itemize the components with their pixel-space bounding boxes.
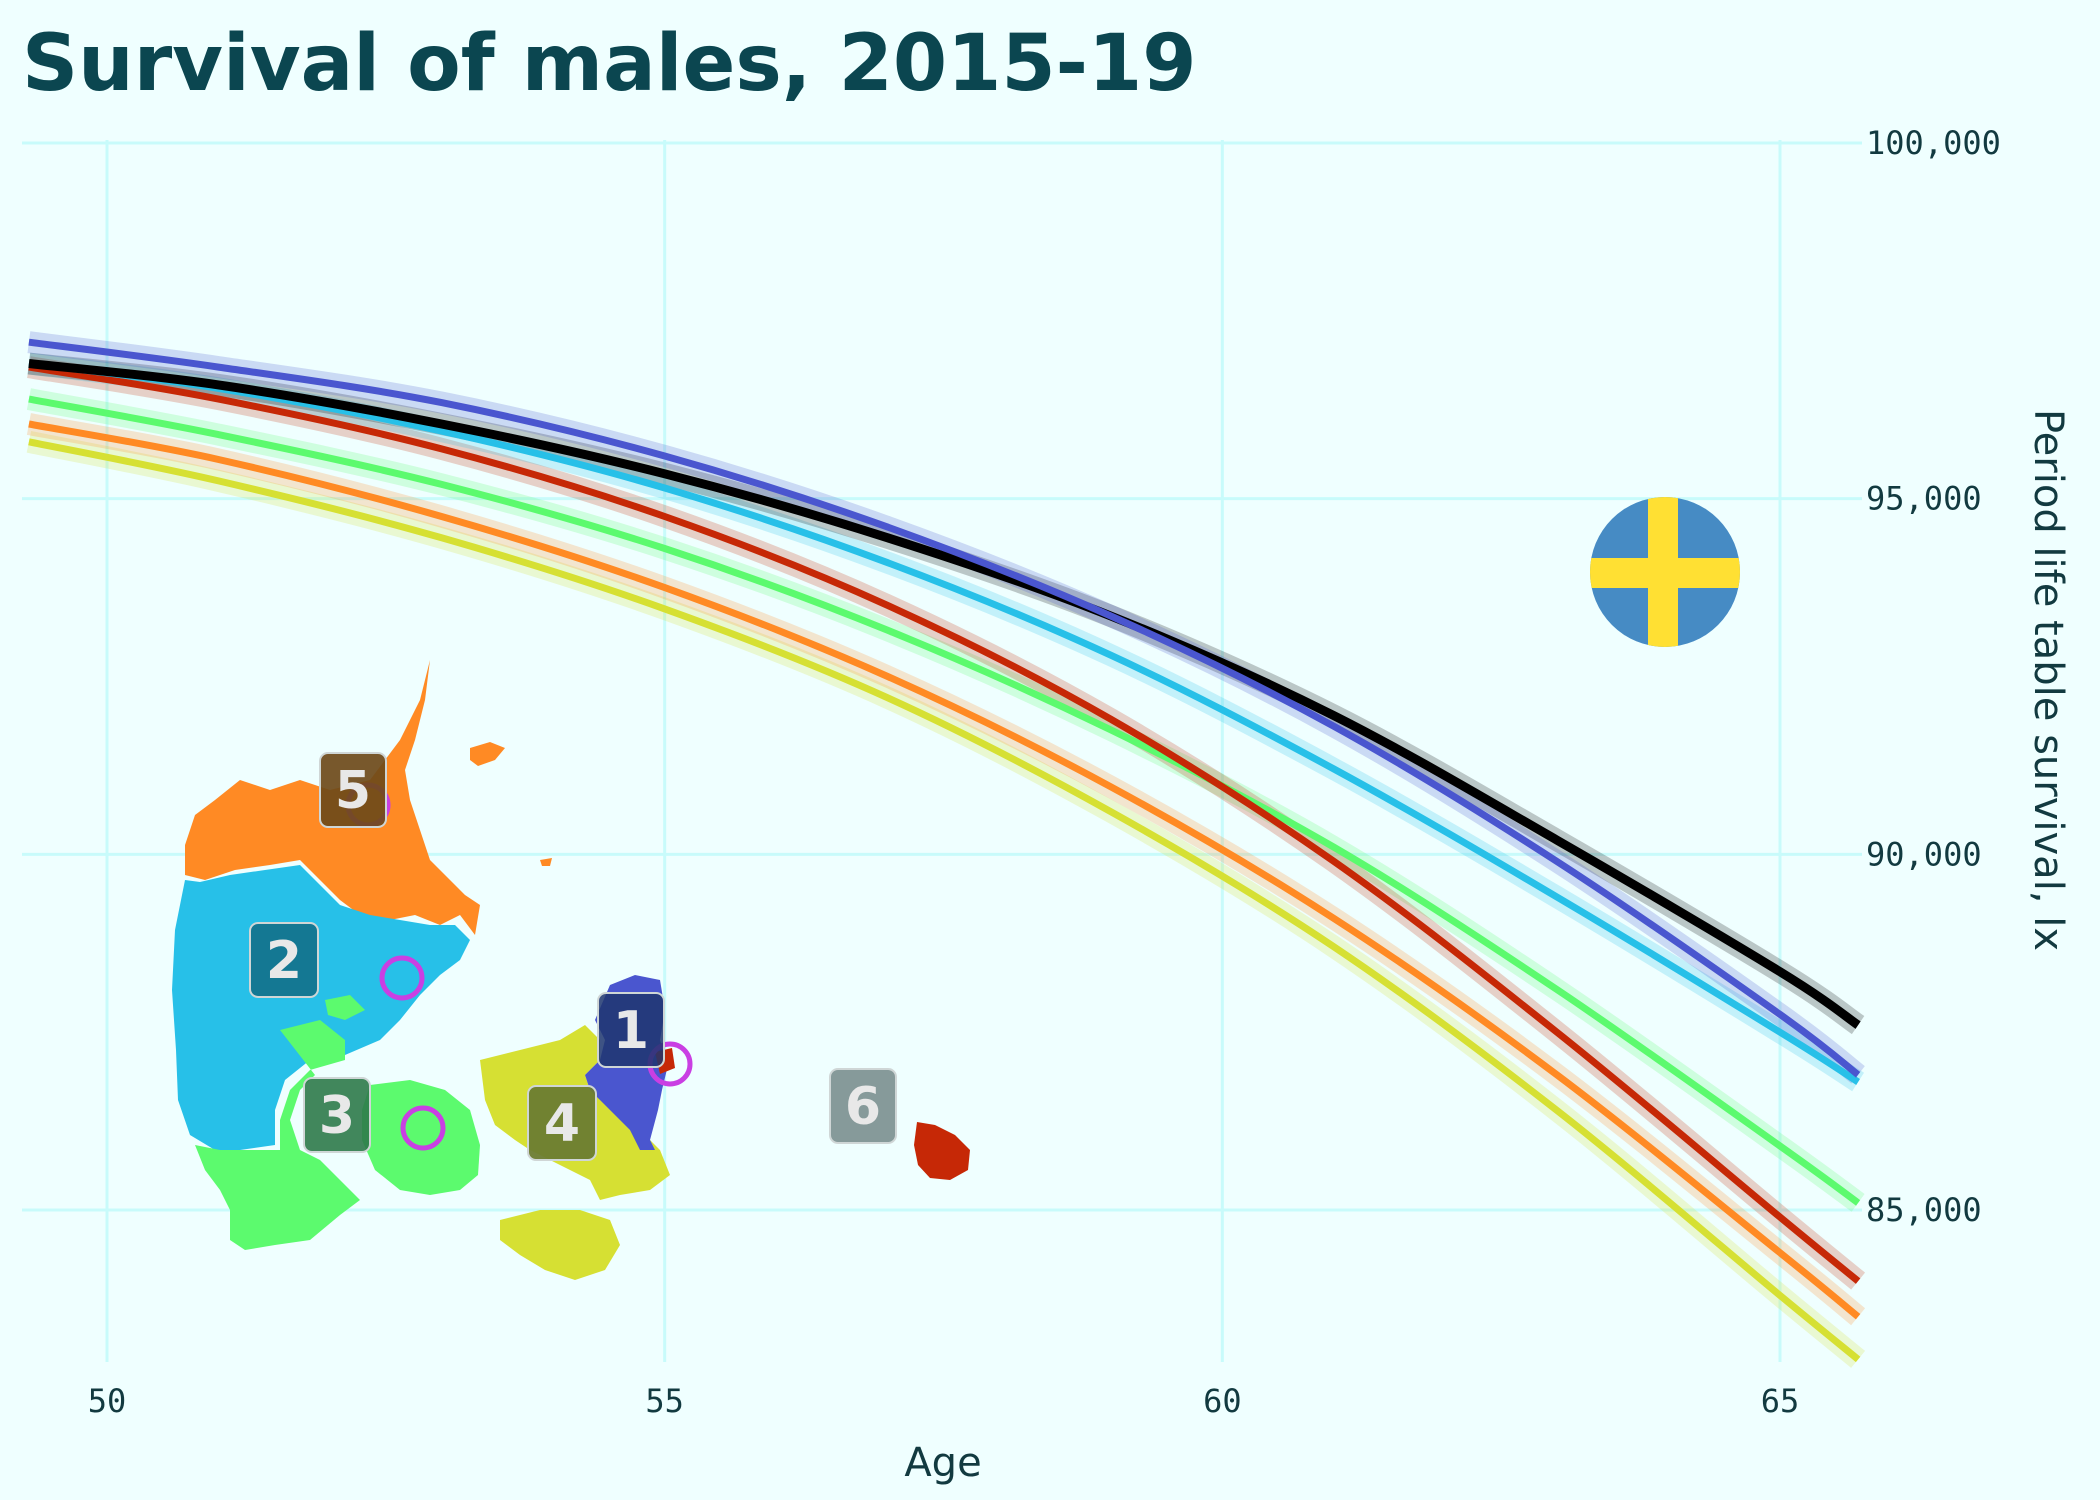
svg-text:5: 5 xyxy=(335,761,371,821)
map-island-5b xyxy=(540,858,552,866)
series-line-5 xyxy=(28,360,1860,1085)
map-region-3-fyn xyxy=(362,1080,480,1195)
map-label-1: 1 xyxy=(597,992,665,1068)
x-tick-label-0: 50 xyxy=(88,1382,127,1420)
y-tick-label-0: 85,000 xyxy=(1866,1191,1982,1229)
city-marker-aarhus xyxy=(379,955,425,1001)
sweden-flag-icon xyxy=(1590,497,1740,647)
map-island-3a xyxy=(325,995,365,1020)
x-tick-label-2: 60 xyxy=(1203,1382,1242,1420)
map-island-5a xyxy=(470,742,505,766)
y-axis-title: Period life table survival, lx xyxy=(2025,409,2071,951)
svg-text:3: 3 xyxy=(319,1086,355,1146)
map-label-4: 4 xyxy=(527,1085,597,1161)
y-tick-label-1: 90,000 xyxy=(1866,835,1982,873)
y-tick-label-2: 95,000 xyxy=(1866,480,1982,518)
x-tick-labels: 50 55 60 65 xyxy=(88,1382,1800,1420)
svg-text:1: 1 xyxy=(613,1001,649,1061)
map-label-3: 3 xyxy=(303,1077,371,1153)
series-line-1 xyxy=(28,438,1861,1363)
map-region-2 xyxy=(172,865,470,1150)
map-label-6: 6 xyxy=(829,1068,897,1144)
denmark-region-map: 1 2 3 4 5 6 xyxy=(172,660,970,1280)
map-region-4-south xyxy=(500,1210,620,1280)
svg-text:2: 2 xyxy=(266,931,302,991)
x-axis-title: Age xyxy=(904,1440,981,1486)
chart-title: Survival of males, 2015-19 xyxy=(22,19,1197,109)
map-region-3 xyxy=(195,1020,360,1250)
map-region-6 xyxy=(914,1122,970,1180)
series-line-7 xyxy=(28,338,1861,1078)
svg-text:6: 6 xyxy=(845,1077,881,1137)
series-line-4 xyxy=(28,363,1861,1284)
svg-text:4: 4 xyxy=(544,1094,580,1154)
series-lines xyxy=(28,338,1861,1363)
y-tick-labels: 85,000 90,000 95,000 100,000 xyxy=(1866,124,2001,1229)
series-line-6 xyxy=(28,359,1861,1029)
series-line-3 xyxy=(28,395,1861,1206)
map-label-2: 2 xyxy=(249,922,319,998)
x-tick-label-3: 65 xyxy=(1761,1382,1800,1420)
x-tick-label-1: 55 xyxy=(645,1382,684,1420)
map-label-5: 5 xyxy=(319,752,387,828)
y-tick-label-3: 100,000 xyxy=(1866,124,2001,162)
series-line-2 xyxy=(28,420,1861,1320)
city-marker-odense xyxy=(400,1105,446,1151)
